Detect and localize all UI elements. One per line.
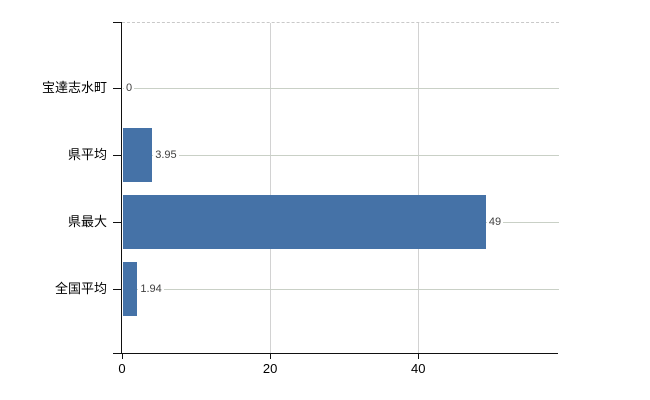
value-label: 1.94: [138, 282, 164, 296]
bar: [123, 128, 152, 182]
y-axis-tick: [113, 289, 121, 290]
vertical-gridline: [270, 23, 272, 353]
x-axis-tick: [122, 354, 123, 359]
value-label: 0: [124, 81, 135, 95]
category-label: 全国平均: [54, 281, 107, 296]
x-axis-line: [113, 353, 558, 354]
vertical-gridline: [418, 23, 420, 353]
category-label: 県最大: [67, 214, 107, 229]
x-tick-label: 20: [262, 361, 278, 376]
bar: [123, 262, 137, 316]
category-label: 宝達志水町: [41, 80, 107, 95]
horizontal-gridline: [123, 289, 559, 290]
y-axis-tick: [113, 88, 121, 89]
y-axis-tick: [113, 155, 121, 156]
x-tick-label: 0: [118, 361, 126, 376]
y-axis-line: [121, 22, 122, 354]
plot-top-border: [122, 22, 559, 23]
value-label: 3.95: [153, 148, 179, 162]
x-axis-tick: [418, 354, 420, 359]
y-axis-tick: [113, 222, 121, 223]
x-tick-label: 40: [411, 361, 426, 376]
category-label: 県平均: [67, 147, 107, 162]
x-axis-tick: [270, 354, 272, 359]
horizontal-gridline: [123, 88, 559, 89]
bar: [123, 195, 486, 249]
value-label: 49: [486, 215, 504, 229]
y-axis-top-tick: [113, 22, 121, 23]
horizontal-gridline: [123, 155, 559, 156]
